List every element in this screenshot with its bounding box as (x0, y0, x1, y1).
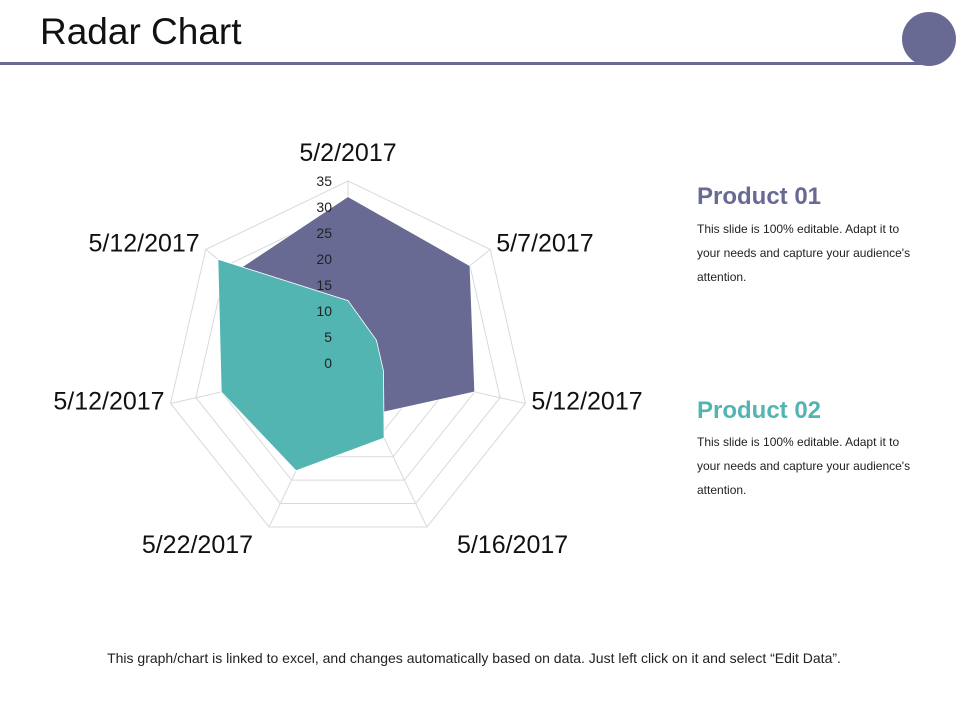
legend-text-product-01: This slide is 100% editable. Adapt it to… (697, 222, 911, 284)
radial-tick-label: 15 (316, 277, 332, 293)
title-underline (0, 62, 930, 65)
category-label: 5/7/2017 (496, 230, 593, 258)
category-label: 5/12/2017 (531, 387, 642, 415)
radial-tick-label: 10 (316, 303, 332, 319)
radial-tick-label: 20 (316, 251, 332, 267)
legend-title-product-01: Product 01 (697, 183, 822, 210)
legend-text-product-02: This slide is 100% editable. Adapt it to… (697, 435, 911, 497)
grid-ring (170, 180, 526, 528)
category-label: 5/22/2017 (142, 531, 253, 559)
radial-tick-label: 35 (316, 173, 332, 189)
footer-note: This graph/chart is linked to excel, and… (107, 650, 841, 666)
radial-tick-label: 0 (324, 355, 332, 371)
radial-tick-label: 5 (324, 329, 332, 345)
title-circle-decoration (902, 12, 956, 66)
category-label: 5/16/2017 (457, 531, 568, 559)
series-area-product-02 (217, 258, 385, 472)
category-label: 5/2/2017 (299, 139, 396, 167)
slide-title: Radar Chart (40, 11, 242, 52)
legend-title-product-02: Product 02 (697, 397, 822, 424)
radial-tick-label: 30 (316, 199, 332, 215)
category-label: 5/12/2017 (53, 387, 164, 415)
category-label: 5/12/2017 (88, 230, 199, 258)
radial-tick-label: 25 (316, 225, 332, 241)
